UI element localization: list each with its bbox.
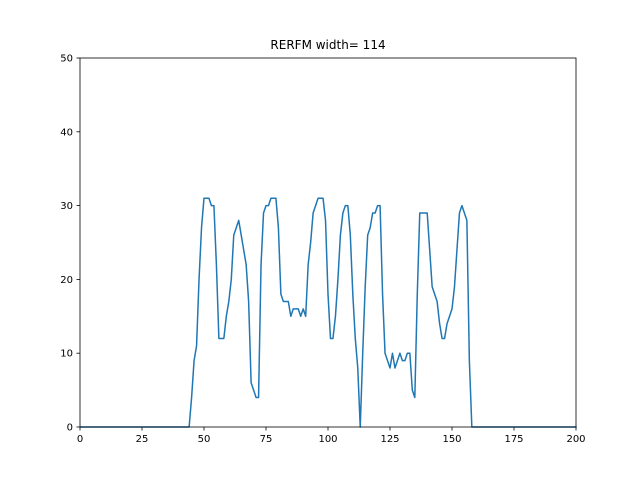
y-tick-label: 40 [60,127,73,138]
x-tick-label: 200 [566,434,585,445]
series-layer [79,197,577,428]
x-tick-label: 150 [442,434,461,445]
y-axis-ticks: 0 10 20 30 40 50 [60,54,80,434]
x-tick-label: 0 [77,434,83,445]
y-tick-label: 20 [60,275,73,286]
x-tick-label: 100 [318,434,337,445]
series-line-0 [79,197,577,428]
x-tick-label: 25 [136,434,149,445]
plot-area [80,58,576,427]
y-tick-label: 10 [60,349,73,360]
x-tick-label: 175 [504,434,523,445]
y-tick-label: 50 [60,54,73,65]
y-tick-label: 0 [67,423,73,434]
chart-title: RERFM width= 114 [270,38,385,52]
x-tick-label: 125 [380,434,399,445]
x-tick-label: 50 [198,434,211,445]
plot-frame [79,57,577,428]
y-tick-label: 30 [60,201,73,212]
x-tick-label: 75 [260,434,273,445]
